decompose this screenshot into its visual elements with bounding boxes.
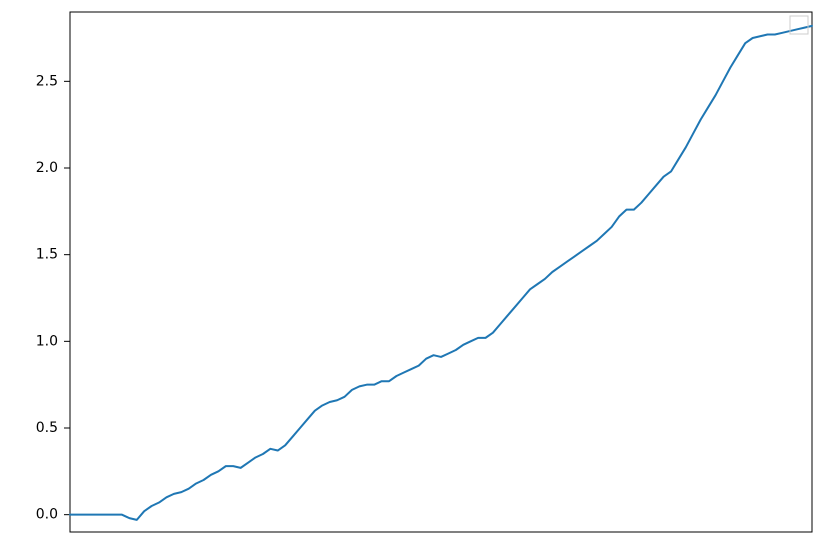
- y-tick-label: 0.0: [36, 507, 58, 523]
- chart-container: 0.0 0.5 1.0 1.5 2.0 2.5: [0, 0, 828, 554]
- y-tick-label: 1.5: [36, 247, 58, 263]
- y-tick-label: 1.0: [36, 333, 58, 349]
- chart-background: [0, 0, 828, 554]
- line-chart: 0.0 0.5 1.0 1.5 2.0 2.5: [0, 0, 828, 554]
- y-tick-label: 2.5: [36, 73, 58, 89]
- y-tick-label: 0.5: [36, 420, 58, 436]
- y-tick-label: 2.0: [36, 160, 58, 176]
